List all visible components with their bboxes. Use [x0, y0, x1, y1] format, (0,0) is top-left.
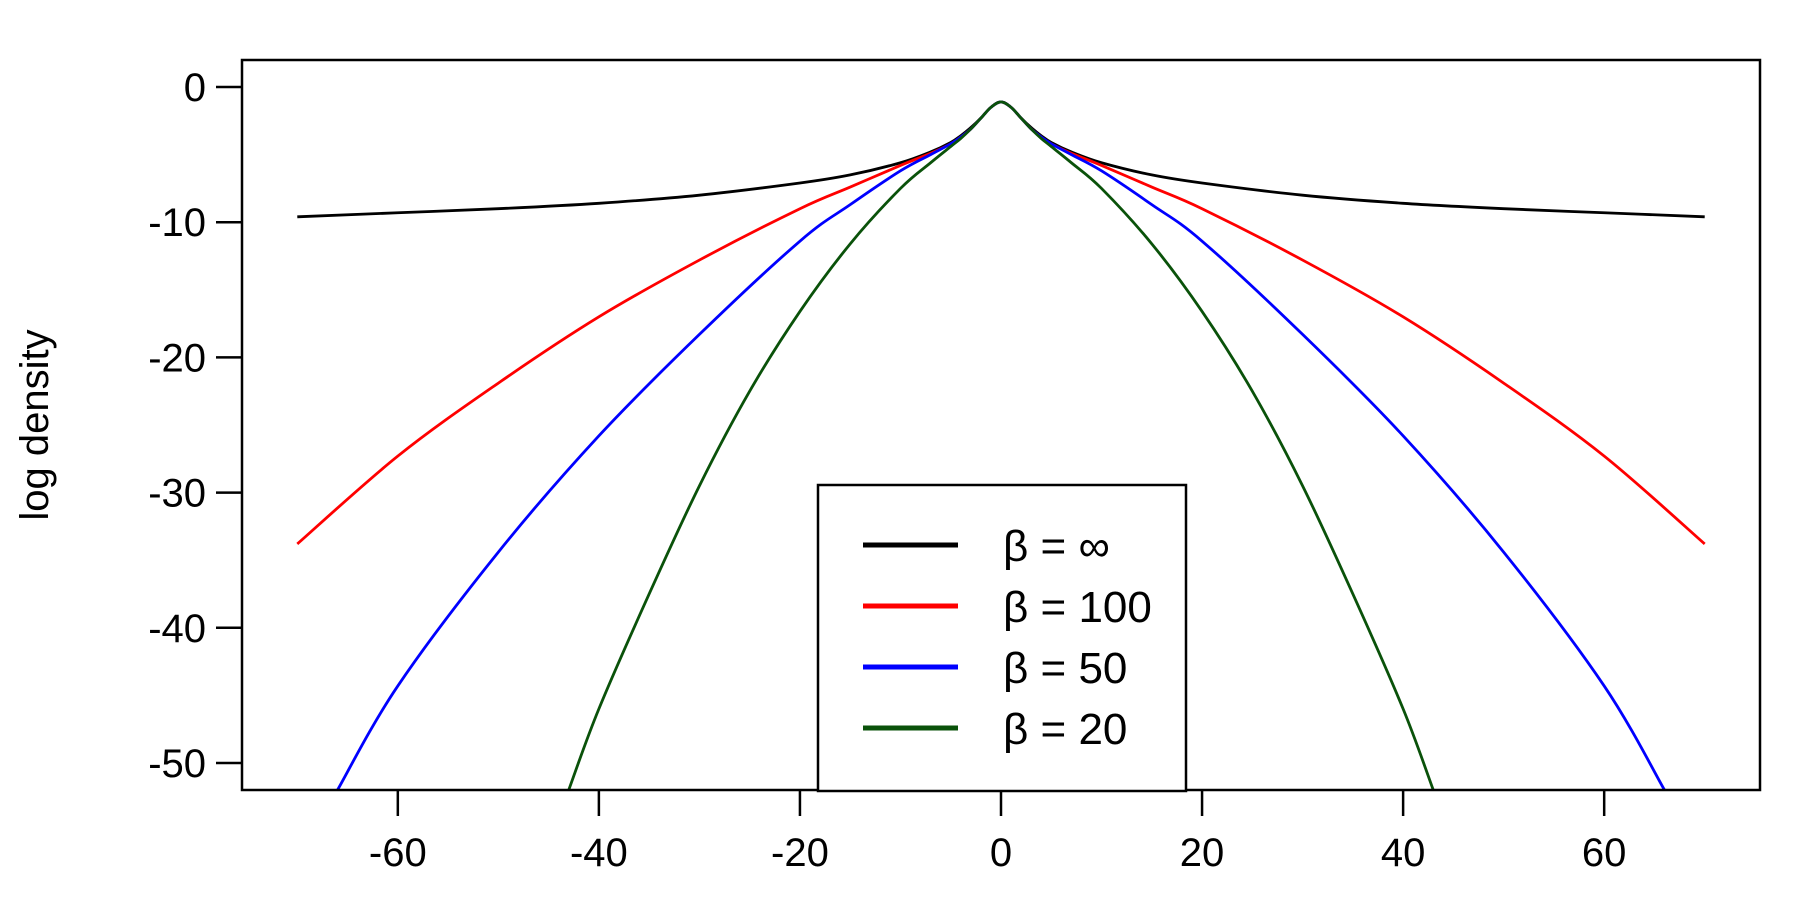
legend-box — [816, 483, 1188, 793]
legend-item: β = 50 — [863, 644, 1127, 693]
series-line-3 — [567, 100, 1435, 790]
x-tick-label: -60 — [369, 831, 427, 875]
legend-item: β = 20 — [863, 705, 1127, 754]
y-tick-label: -20 — [148, 336, 206, 380]
series-line-1 — [296, 100, 1706, 546]
x-tick-label: -40 — [570, 831, 628, 875]
x-axis: -60 -40 -20 0 20 40 60 — [369, 790, 1627, 875]
y-tick-label: -50 — [148, 742, 206, 786]
legend-label: β = ∞ — [1003, 522, 1110, 571]
x-tick-label: -20 — [771, 831, 829, 875]
x-tick-label: 40 — [1381, 831, 1426, 875]
legend-items: β = ∞ β = 100 β = 50 β = 20 — [863, 522, 1152, 754]
series-layer — [296, 100, 1706, 790]
x-tick-label: 20 — [1180, 831, 1225, 875]
legend: β = ∞ β = 100 β = 50 β = 20 — [816, 483, 1188, 793]
y-tick-label: -40 — [148, 607, 206, 651]
x-tick-label: 60 — [1582, 831, 1627, 875]
x-tick-label: 0 — [990, 831, 1012, 875]
y-axis-title: log density — [13, 329, 57, 520]
legend-label: β = 50 — [1003, 644, 1127, 693]
y-tick-label: -10 — [148, 201, 206, 245]
y-axis: 0 -10 -20 -30 -40 -50 — [148, 66, 242, 786]
legend-item: β = 100 — [863, 583, 1152, 632]
legend-label: β = 20 — [1003, 705, 1127, 754]
y-tick-label: 0 — [184, 66, 206, 110]
legend-label: β = 100 — [1003, 583, 1152, 632]
legend-item: β = ∞ — [863, 522, 1110, 571]
series-line-0 — [297, 100, 1705, 219]
y-tick-label: -30 — [148, 472, 206, 516]
